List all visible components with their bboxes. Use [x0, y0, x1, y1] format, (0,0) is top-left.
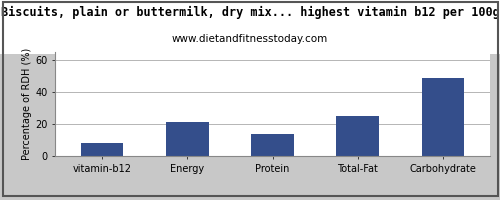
Y-axis label: Percentage of RDH (%): Percentage of RDH (%) [22, 48, 32, 160]
Text: www.dietandfitnesstoday.com: www.dietandfitnesstoday.com [172, 34, 328, 44]
Bar [336, 116, 379, 156]
Bar [80, 143, 123, 156]
Bar [166, 122, 208, 156]
Text: Biscuits, plain or buttermilk, dry mix... highest vitamin b12 per 100g: Biscuits, plain or buttermilk, dry mix..… [0, 6, 500, 19]
Bar [251, 134, 294, 156]
Bar [422, 78, 465, 156]
